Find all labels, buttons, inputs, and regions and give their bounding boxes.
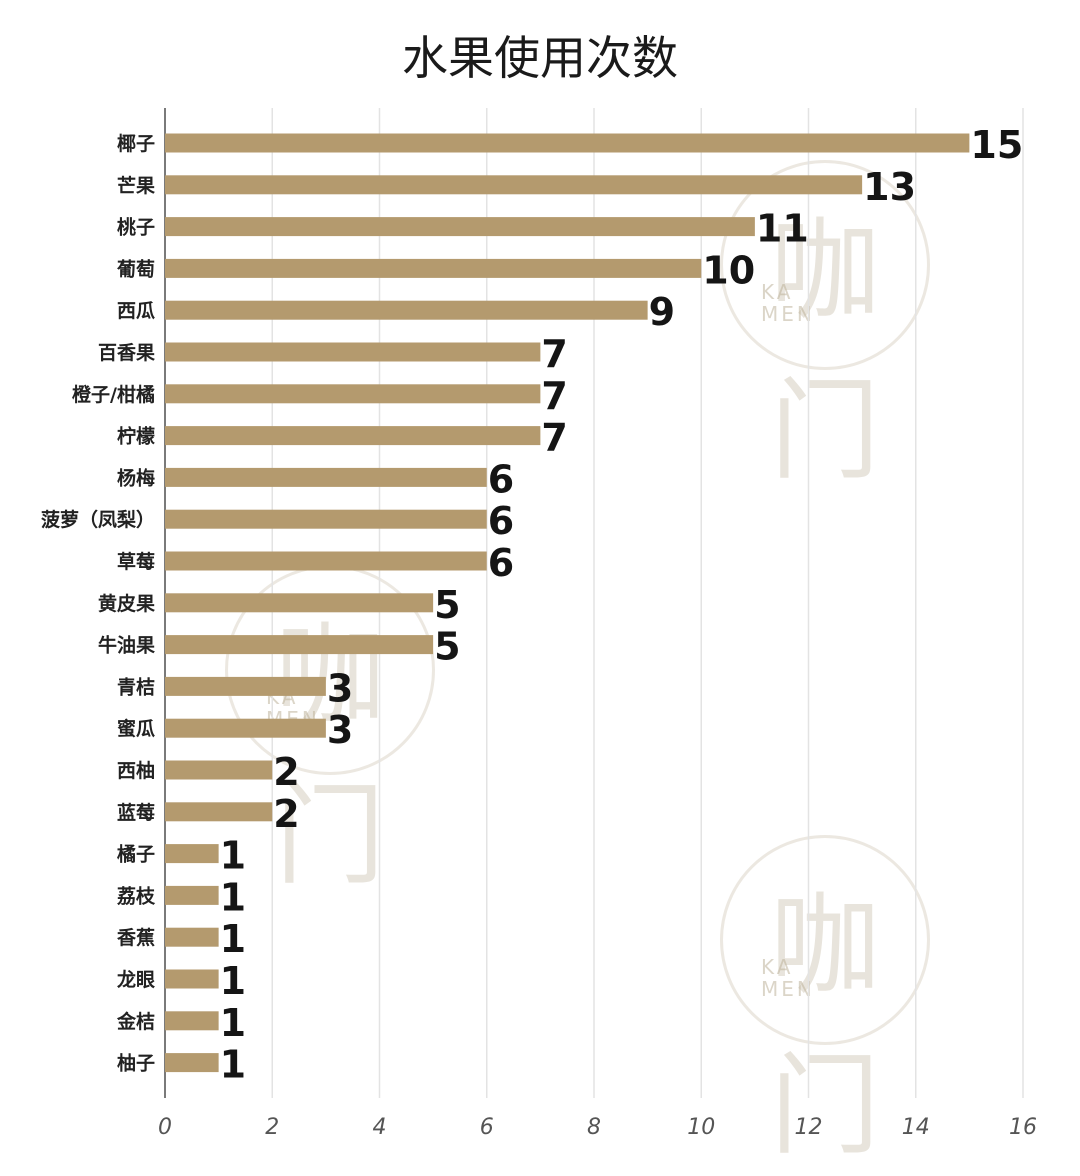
data-label: 1 bbox=[220, 875, 246, 919]
y-category-label: 蜜瓜 bbox=[117, 717, 155, 740]
y-category-label: 金桔 bbox=[116, 1010, 155, 1033]
data-label: 1 bbox=[220, 834, 246, 878]
bar bbox=[165, 258, 702, 278]
data-label: 11 bbox=[756, 207, 809, 251]
watermark-text: MEN bbox=[761, 977, 815, 1001]
bar bbox=[165, 718, 326, 738]
data-label: 1 bbox=[220, 1001, 246, 1045]
y-category-label: 橙子/柑橘 bbox=[72, 383, 155, 406]
data-label: 1 bbox=[220, 959, 246, 1003]
data-label: 3 bbox=[327, 708, 353, 752]
y-category-label: 黄皮果 bbox=[98, 592, 155, 615]
data-label: 5 bbox=[434, 625, 460, 669]
bar bbox=[165, 969, 219, 989]
bar bbox=[165, 133, 970, 153]
data-label: 7 bbox=[541, 416, 567, 460]
y-category-label: 杨梅 bbox=[117, 466, 155, 489]
watermark-text: KA bbox=[761, 280, 794, 304]
data-label: 2 bbox=[273, 750, 299, 794]
watermark-glyph: 咖门 bbox=[770, 207, 880, 495]
data-label: 5 bbox=[434, 583, 460, 627]
bar bbox=[165, 467, 487, 487]
bar bbox=[165, 927, 219, 947]
bar bbox=[165, 885, 219, 905]
bar bbox=[165, 300, 648, 320]
data-label: 7 bbox=[541, 374, 567, 418]
data-label: 2 bbox=[273, 792, 299, 836]
y-category-label: 西瓜 bbox=[117, 300, 155, 322]
bar bbox=[165, 802, 273, 822]
x-tick-label: 0 bbox=[158, 1115, 172, 1140]
y-category-label: 荔枝 bbox=[117, 884, 156, 907]
y-category-label: 葡萄 bbox=[117, 257, 155, 280]
y-category-label: 西柚 bbox=[117, 759, 155, 782]
y-category-label: 百香果 bbox=[98, 342, 155, 364]
data-label: 3 bbox=[327, 666, 353, 710]
x-tick-label: 12 bbox=[795, 1115, 823, 1140]
data-label: 15 bbox=[970, 123, 1023, 167]
bar bbox=[165, 635, 434, 655]
x-tick-label: 6 bbox=[480, 1115, 494, 1140]
x-tick-label: 16 bbox=[1009, 1115, 1037, 1140]
x-tick-label: 14 bbox=[902, 1115, 930, 1140]
y-category-label: 龙眼 bbox=[117, 968, 155, 991]
bar bbox=[165, 426, 541, 446]
bar bbox=[165, 844, 219, 864]
watermark-glyph: 咖门 bbox=[275, 612, 385, 900]
y-category-label: 橘子 bbox=[116, 843, 155, 866]
data-label: 7 bbox=[541, 332, 567, 376]
x-tick-label: 8 bbox=[587, 1115, 601, 1140]
bar bbox=[165, 384, 541, 404]
x-tick-label: 2 bbox=[265, 1115, 279, 1140]
data-label: 1 bbox=[220, 1043, 246, 1087]
bar bbox=[165, 551, 487, 571]
bar bbox=[165, 1011, 219, 1031]
data-label: 9 bbox=[649, 290, 675, 334]
data-label: 10 bbox=[702, 248, 755, 292]
x-tick-label: 10 bbox=[687, 1115, 715, 1140]
y-category-label: 柠檬 bbox=[117, 425, 155, 448]
bar bbox=[165, 509, 487, 529]
y-category-label: 牛油果 bbox=[98, 634, 155, 657]
bar bbox=[165, 593, 434, 613]
y-category-label: 椰子 bbox=[117, 132, 155, 155]
data-label: 6 bbox=[488, 457, 514, 501]
watermark-text: MEN bbox=[761, 302, 815, 326]
watermark-glyph: 咖门 bbox=[770, 882, 880, 1170]
bar bbox=[165, 676, 326, 696]
y-category-label: 芒果 bbox=[117, 174, 155, 197]
y-category-label: 蓝莓 bbox=[117, 801, 155, 824]
y-category-label: 柚子 bbox=[117, 1052, 155, 1075]
data-label: 6 bbox=[488, 499, 514, 543]
y-category-label: 青桔 bbox=[117, 675, 155, 698]
data-label: 13 bbox=[863, 165, 916, 209]
bar bbox=[165, 760, 273, 780]
bar bbox=[165, 175, 863, 195]
x-tick-label: 4 bbox=[373, 1115, 387, 1140]
y-category-label: 香蕉 bbox=[116, 926, 155, 949]
data-label: 1 bbox=[220, 917, 246, 961]
bar bbox=[165, 217, 755, 237]
y-category-label: 菠萝（凤梨） bbox=[41, 508, 155, 531]
data-label: 6 bbox=[488, 541, 514, 585]
y-category-label: 草莓 bbox=[117, 550, 155, 573]
watermark-text: KA bbox=[761, 955, 794, 979]
y-category-label: 桃子 bbox=[117, 216, 155, 239]
bar bbox=[165, 342, 541, 362]
chart-title: 水果使用次数 bbox=[402, 31, 678, 85]
bar bbox=[165, 1053, 219, 1073]
